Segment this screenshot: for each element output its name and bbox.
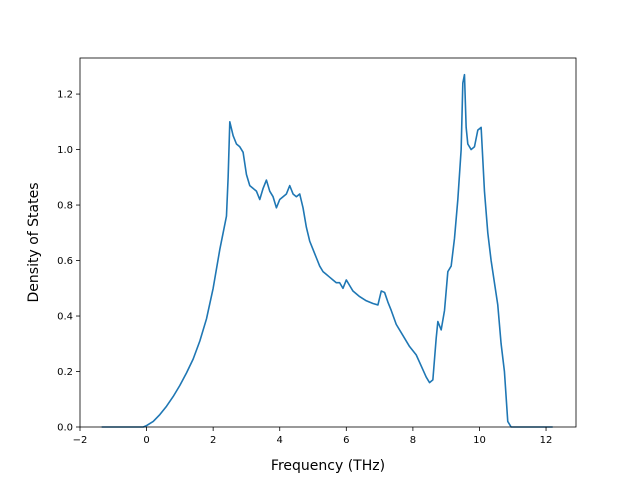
dos-series-line-0 [101,73,553,428]
x-tick-label: −2 [73,435,88,446]
x-tick-label: 6 [343,435,349,446]
x-tick-label: 2 [210,435,216,446]
x-axis-label: Frequency (THz) [271,458,385,474]
y-tick-label: 0.4 [57,312,73,323]
y-tick-label: 0.0 [57,423,73,434]
x-tick-label: 8 [410,435,416,446]
y-tick-label: 1.2 [57,90,73,101]
x-tick-label: 12 [540,435,553,446]
series-layer [101,73,553,428]
y-tick-label: 0.6 [57,256,73,267]
x-tick-label: 0 [143,435,149,446]
x-tick-label: 4 [277,435,283,446]
y-tick-label: 1.0 [57,145,73,156]
x-tick-label: 10 [473,435,486,446]
y-tick-label: 0.8 [57,201,73,212]
y-axis-ticks: 0.0 0.2 0.4 0.6 0.8 1.0 1.2 [57,90,80,434]
plot-frame [79,57,577,428]
y-tick-label: 0.2 [57,367,73,378]
x-axis-ticks: −2 0 2 4 6 8 10 12 [73,427,553,446]
y-axis-label: Density of States [26,183,42,303]
